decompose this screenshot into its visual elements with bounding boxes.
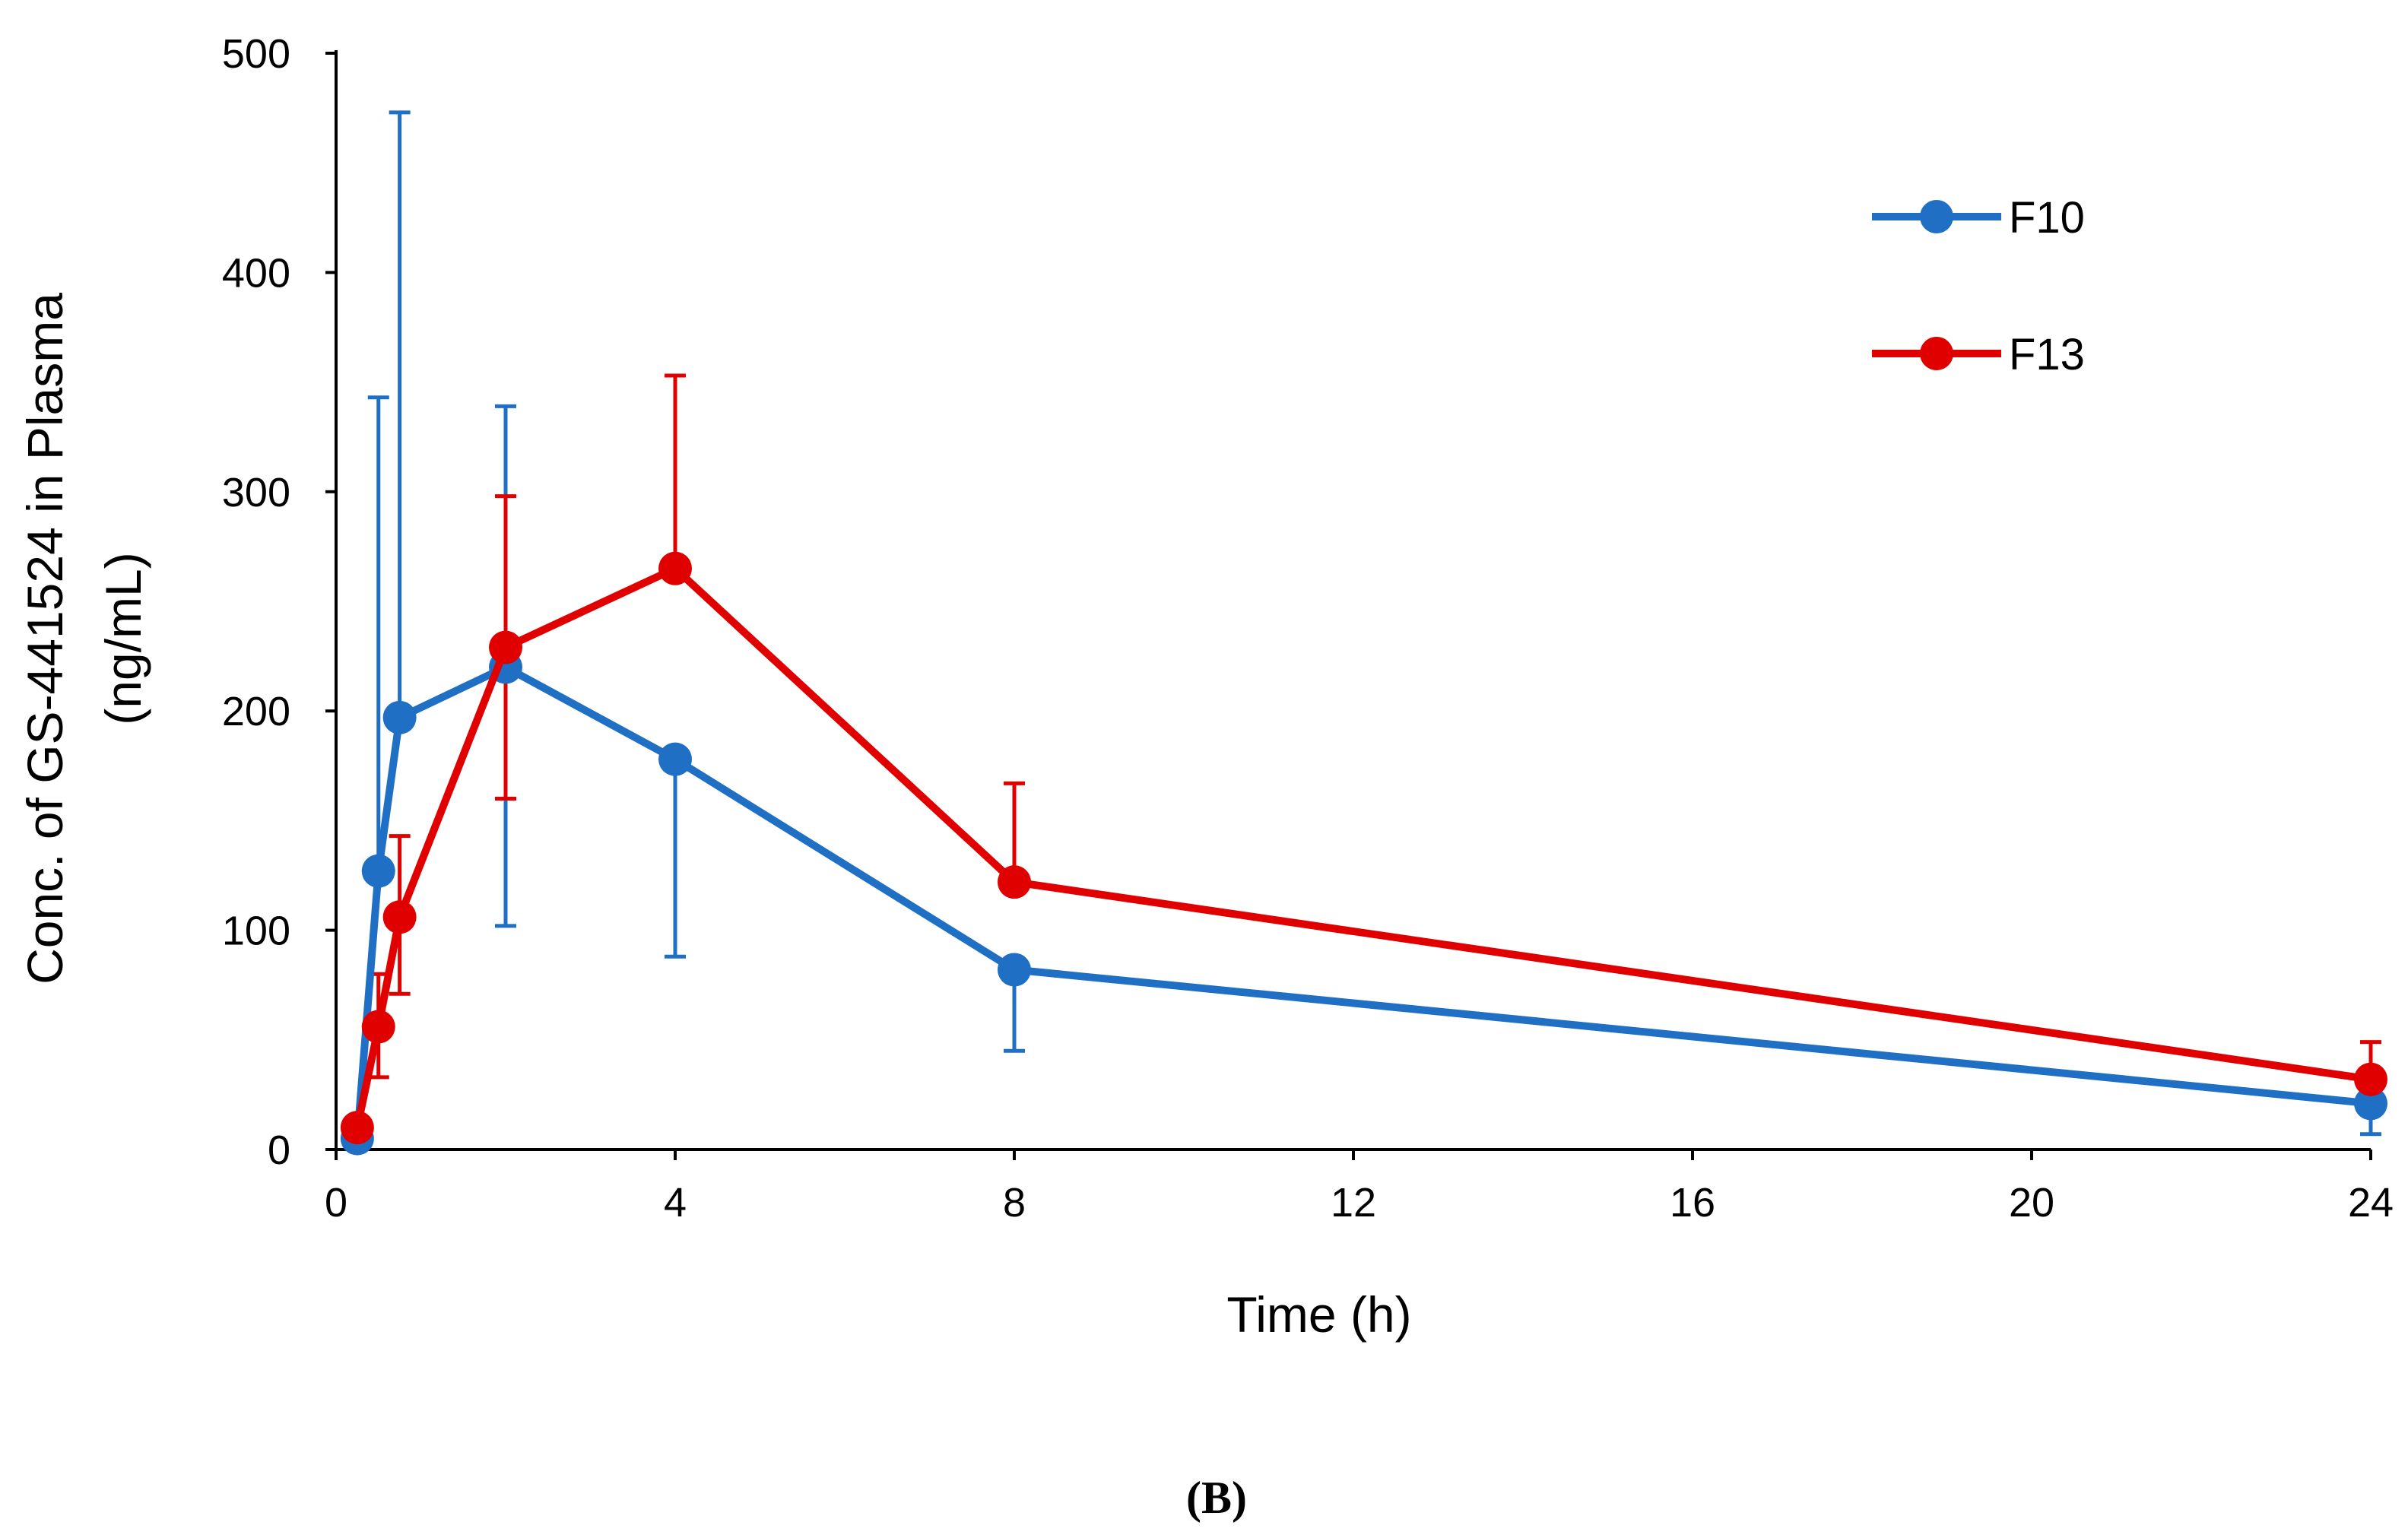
series-line-f10 [353, 663, 2372, 1139]
data-point-f10 [658, 742, 692, 776]
x-tick-label: 20 [2009, 1180, 2054, 1226]
y-tick-label: 100 [222, 909, 290, 954]
x-tick-label: 0 [325, 1180, 347, 1226]
y-axis-title-line1: Conc. of GS-441524 in Plasma [17, 293, 73, 985]
y-tick-label: 500 [222, 31, 290, 77]
axes: 0 100 200 300 400 500 0 4 8 12 16 20 24 [222, 31, 2394, 1226]
data-point-f10 [361, 854, 395, 888]
x-tick-label: 16 [1670, 1180, 1715, 1226]
y-tick-label: 300 [222, 470, 290, 515]
data-point-f10 [2354, 1086, 2387, 1121]
x-tick-label: 4 [664, 1180, 687, 1226]
data-point-f13 [382, 900, 417, 934]
data-point-f13 [361, 1010, 395, 1044]
data-point-f13 [658, 551, 692, 585]
y-tick-label: 400 [222, 250, 290, 296]
data-point-f10 [382, 700, 417, 734]
legend-marker-f13 [1920, 337, 1953, 370]
data-point-f13 [2354, 1062, 2387, 1096]
legend: F10 F13 [1872, 193, 2085, 379]
y-axis-title-line2: (ng/mL) [95, 552, 151, 725]
legend-label-f13: F13 [2009, 330, 2085, 379]
error-bars [346, 110, 2381, 1147]
panel-label: (B) [1186, 1473, 1247, 1523]
legend-label-f10: F10 [2009, 193, 2085, 243]
data-point-f13 [998, 865, 1031, 899]
x-tick-label: 8 [1003, 1180, 1026, 1226]
y-tick-label: 200 [222, 689, 290, 734]
data-point-f13 [340, 1111, 374, 1145]
x-axis-title: Time (h) [1226, 1286, 1411, 1343]
x-tick-label: 24 [2348, 1180, 2394, 1226]
x-tick-label: 12 [1331, 1180, 1376, 1226]
series-line-f13 [353, 564, 2372, 1129]
y-tick-label: 0 [268, 1127, 290, 1173]
series-group [340, 551, 2387, 1156]
legend-marker-f10 [1920, 200, 1953, 233]
data-point-f13 [489, 630, 522, 664]
data-point-f10 [998, 953, 1031, 987]
